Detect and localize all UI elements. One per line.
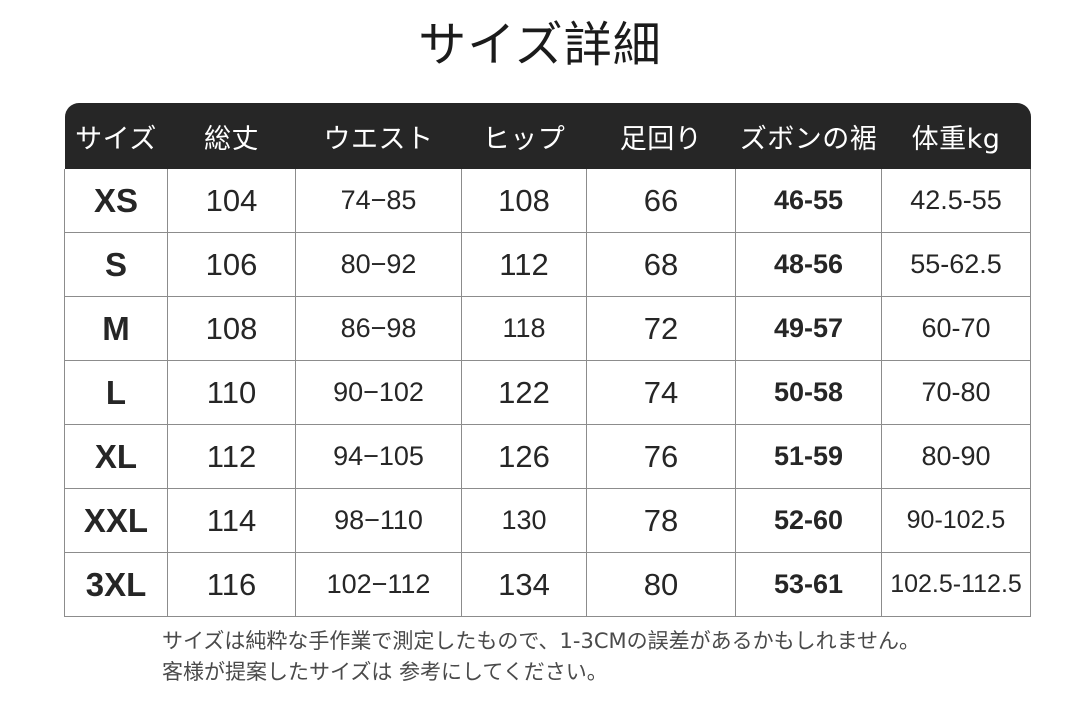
cell-weight: 80-90	[881, 424, 1031, 489]
cell-weight: 42.5-55	[881, 169, 1031, 233]
header-row: サイズ 総丈 ウエスト ヒップ 足回り ズボンの裾 体重kg	[64, 103, 1031, 169]
cell-waist: 74−85	[295, 169, 462, 233]
cell-waist: 90−102	[295, 360, 462, 425]
cell-size: XS	[64, 169, 168, 233]
cell-hip: 122	[461, 360, 587, 425]
cell-hem: 46-55	[735, 169, 882, 233]
cell-weight: 60-70	[881, 296, 1031, 361]
column-header-waist: ウエスト	[295, 103, 462, 169]
table-body: XS 104 74−85 108 66 46-55 42.5-55 S 106 …	[64, 169, 1031, 617]
column-header-leg-opening: 足回り	[586, 103, 736, 169]
cell-leg-opening: 66	[586, 169, 736, 233]
cell-total-length: 106	[167, 232, 296, 297]
cell-total-length: 104	[167, 169, 296, 233]
cell-leg-opening: 78	[586, 488, 736, 553]
cell-leg-opening: 76	[586, 424, 736, 489]
cell-size: S	[64, 232, 168, 297]
size-table-container: サイズ 総丈 ウエスト ヒップ 足回り ズボンの裾 体重kg XS 104 74…	[64, 103, 1031, 621]
cell-hip: 130	[461, 488, 587, 553]
cell-hip: 126	[461, 424, 587, 489]
cell-weight: 70-80	[881, 360, 1031, 425]
cell-waist: 94−105	[295, 424, 462, 489]
cell-leg-opening: 72	[586, 296, 736, 361]
note-line-2: 客様が提案したサイズは 参考にしてください。	[162, 660, 608, 684]
cell-waist: 80−92	[295, 232, 462, 297]
column-header-hem: ズボンの裾	[735, 103, 882, 169]
cell-weight: 90-102.5	[881, 488, 1031, 553]
cell-hem: 51-59	[735, 424, 882, 489]
cell-total-length: 116	[167, 552, 296, 617]
column-header-hip: ヒップ	[461, 103, 587, 169]
cell-leg-opening: 68	[586, 232, 736, 297]
cell-size: L	[64, 360, 168, 425]
column-header-total-length: 総丈	[167, 103, 296, 169]
cell-size: M	[64, 296, 168, 361]
size-table: サイズ 総丈 ウエスト ヒップ 足回り ズボンの裾 体重kg XS 104 74…	[64, 103, 1031, 617]
table-row: S 106 80−92 112 68 48-56 55-62.5	[64, 232, 1031, 297]
cell-total-length: 110	[167, 360, 296, 425]
cell-hip: 108	[461, 169, 587, 233]
cell-leg-opening: 74	[586, 360, 736, 425]
cell-weight: 55-62.5	[881, 232, 1031, 297]
cell-hem: 49-57	[735, 296, 882, 361]
column-header-weight: 体重kg	[881, 103, 1031, 169]
cell-hem: 48-56	[735, 232, 882, 297]
cell-hip: 112	[461, 232, 587, 297]
cell-hip: 134	[461, 552, 587, 617]
cell-hip: 118	[461, 296, 587, 361]
note-line-1: サイズは純粋な手作業で測定したもので、1-3CMの誤差があるかもしれません。	[162, 629, 920, 653]
measurement-notes: サイズは純粋な手作業で測定したもので、1-3CMの誤差があるかもしれません。 客…	[162, 626, 1062, 688]
cell-total-length: 112	[167, 424, 296, 489]
cell-size: 3XL	[64, 552, 168, 617]
cell-waist: 86−98	[295, 296, 462, 361]
table-row: XXL 114 98−110 130 78 52-60 90-102.5	[64, 488, 1031, 553]
table-row: 3XL 116 102−112 134 80 53-61 102.5-112.5	[64, 552, 1031, 617]
table-header: サイズ 総丈 ウエスト ヒップ 足回り ズボンの裾 体重kg	[64, 103, 1031, 169]
table-row: L 110 90−102 122 74 50-58 70-80	[64, 360, 1031, 425]
table-row: XL 112 94−105 126 76 51-59 80-90	[64, 424, 1031, 489]
cell-size: XXL	[64, 488, 168, 553]
cell-hem: 52-60	[735, 488, 882, 553]
cell-waist: 98−110	[295, 488, 462, 553]
page-title: サイズ詳細	[418, 17, 662, 73]
cell-total-length: 108	[167, 296, 296, 361]
cell-waist: 102−112	[295, 552, 462, 617]
column-header-size: サイズ	[64, 103, 168, 169]
table-row: XS 104 74−85 108 66 46-55 42.5-55	[64, 169, 1031, 233]
cell-weight: 102.5-112.5	[881, 552, 1031, 617]
cell-hem: 50-58	[735, 360, 882, 425]
cell-leg-opening: 80	[586, 552, 736, 617]
table-row: M 108 86−98 118 72 49-57 60-70	[64, 296, 1031, 361]
cell-hem: 53-61	[735, 552, 882, 617]
cell-total-length: 114	[167, 488, 296, 553]
cell-size: XL	[64, 424, 168, 489]
